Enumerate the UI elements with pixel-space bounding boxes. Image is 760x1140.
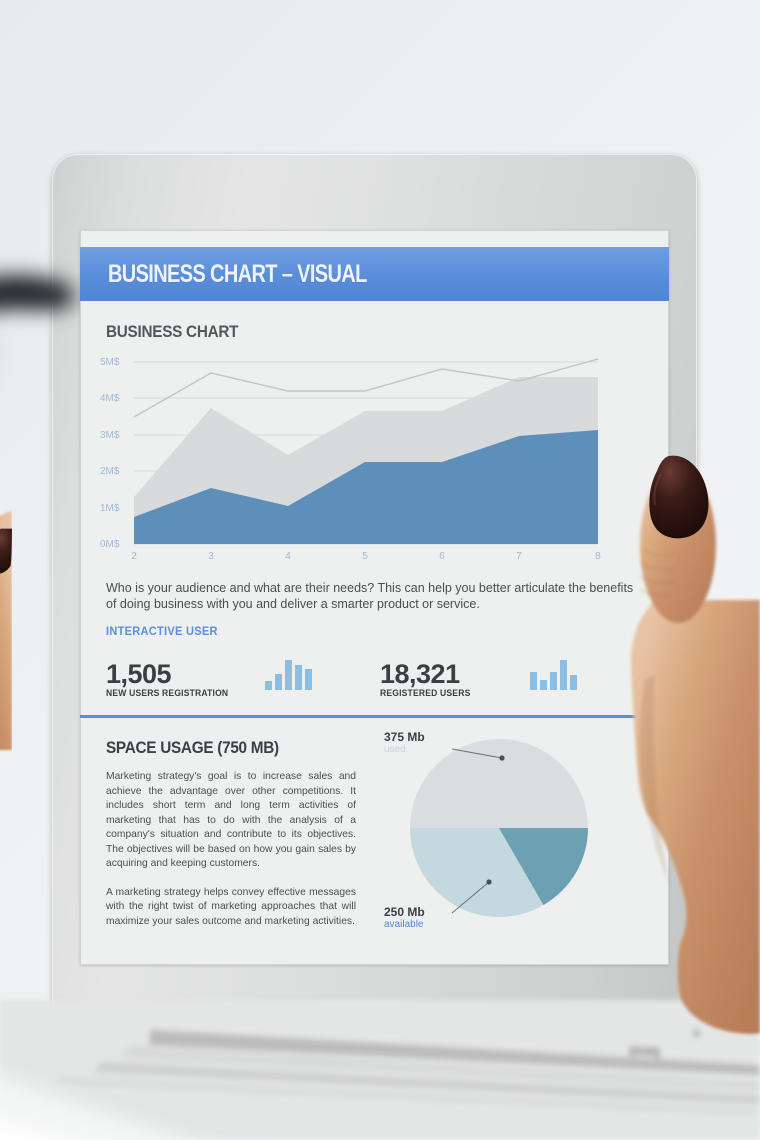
svg-text:0M$: 0M$ xyxy=(100,539,120,550)
svg-text:5M$: 5M$ xyxy=(100,357,120,368)
svg-text:3: 3 xyxy=(208,551,214,562)
svg-text:1M$: 1M$ xyxy=(100,503,120,514)
svg-text:7: 7 xyxy=(516,551,522,562)
svg-text:2M$: 2M$ xyxy=(100,466,120,477)
svg-text:6: 6 xyxy=(439,551,445,562)
svg-text:2: 2 xyxy=(131,551,137,562)
svg-text:5: 5 xyxy=(362,551,368,562)
svg-text:4: 4 xyxy=(285,551,291,562)
svg-text:4M$: 4M$ xyxy=(100,393,120,404)
svg-text:3M$: 3M$ xyxy=(100,430,120,441)
